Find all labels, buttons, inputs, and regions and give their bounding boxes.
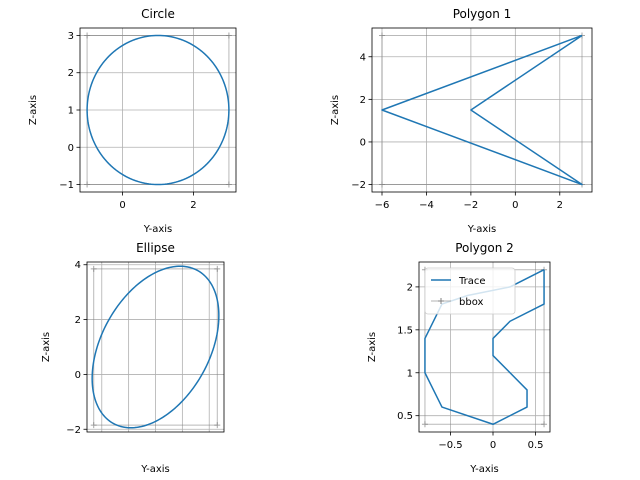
bbox-corner-marker [225,32,232,39]
x-tick-label: −4 [419,200,434,211]
x-tick-label: 0.5 [528,440,544,451]
y-axis-label: Z-axis [330,95,341,125]
y-axis-label: Z-axis [28,95,39,125]
subplot-3: −2 0 2 4 Ellipse Y-axis Z-axis [41,241,225,475]
subplot-4: −0.5 0 0.5 0.5 1 1.5 2 Polygon 2 Y-axis Z-axis Tra… [367,241,551,475]
y-tick-label: 2 [360,95,366,106]
x-tick-label: −0.5 [438,440,462,451]
bbox-corner-marker [379,181,385,188]
y-tick-label: 2 [407,282,413,293]
x-axis-label: Y-axis [467,224,497,235]
y-tick-label: −1 [59,180,74,191]
y-tick-label: 3 [68,31,74,42]
x-tick-label: 0 [490,440,496,451]
bbox-corner-marker [379,32,385,39]
bbox-corner-marker [214,265,221,272]
y-tick-label: 0 [75,370,81,381]
x-tick-label: 0 [512,200,518,211]
y-tick-label: 0 [68,143,74,154]
axes-frame [371,27,593,193]
subplot-title: Polygon 1 [453,7,512,21]
y-tick-label: 4 [75,260,81,271]
x-tick-label: −2 [464,200,479,211]
bbox-corner-marker [90,265,97,272]
y-tick-label: −2 [66,425,81,436]
x-axis-label: Y-axis [143,224,173,235]
bbox-corner-marker [214,422,221,429]
x-axis-label: Y-axis [140,464,170,475]
axes-frame [86,261,225,433]
subplot-1: 0 2 −1 0 1 2 3 Circle Y-axis Z-axis [28,7,237,235]
trace-line [381,34,583,186]
x-tick-label: −6 [375,200,390,211]
legend-bbox-marker [438,298,444,304]
x-tick-label: 2 [557,200,563,211]
y-tick-label: 2 [68,68,74,79]
y-tick-label: 2 [75,315,81,326]
y-tick-label: −2 [351,180,366,191]
y-tick-label: 1 [407,368,413,379]
axes-frame [418,261,551,433]
x-tick-label: 2 [190,200,196,211]
legend-bbox-label: bbox [459,297,484,308]
y-tick-label: 4 [360,52,366,63]
trace-line [86,34,230,186]
y-tick-label: 0 [360,137,366,148]
bbox-corner-marker [541,421,548,428]
y-tick-label: 1.5 [397,325,413,336]
subplot-title: Circle [141,7,175,21]
x-axis-label: Y-axis [469,464,499,475]
legend: Trace bbox [424,267,516,315]
subplot-title: Ellipse [136,241,175,255]
subplot-title: Polygon 2 [455,241,514,255]
y-axis-label: Z-axis [41,332,52,362]
trace-line [91,265,220,429]
y-tick-label: 0.5 [397,411,413,422]
bbox-corner-marker [84,181,91,188]
bbox-corner-marker [225,181,232,188]
subplot-2: −6 −4 −2 0 2 −2 0 2 4 Polygon 1 Y-axis Z-axis [330,7,593,235]
y-axis-label: Z-axis [367,332,378,362]
y-tick-label: 1 [68,106,74,117]
bbox-corner-marker [421,421,428,428]
x-tick-label: 0 [119,200,125,211]
bbox-corner-marker [90,422,97,429]
bbox-corner-marker [84,32,91,39]
legend-trace-label: Trace [458,276,486,287]
